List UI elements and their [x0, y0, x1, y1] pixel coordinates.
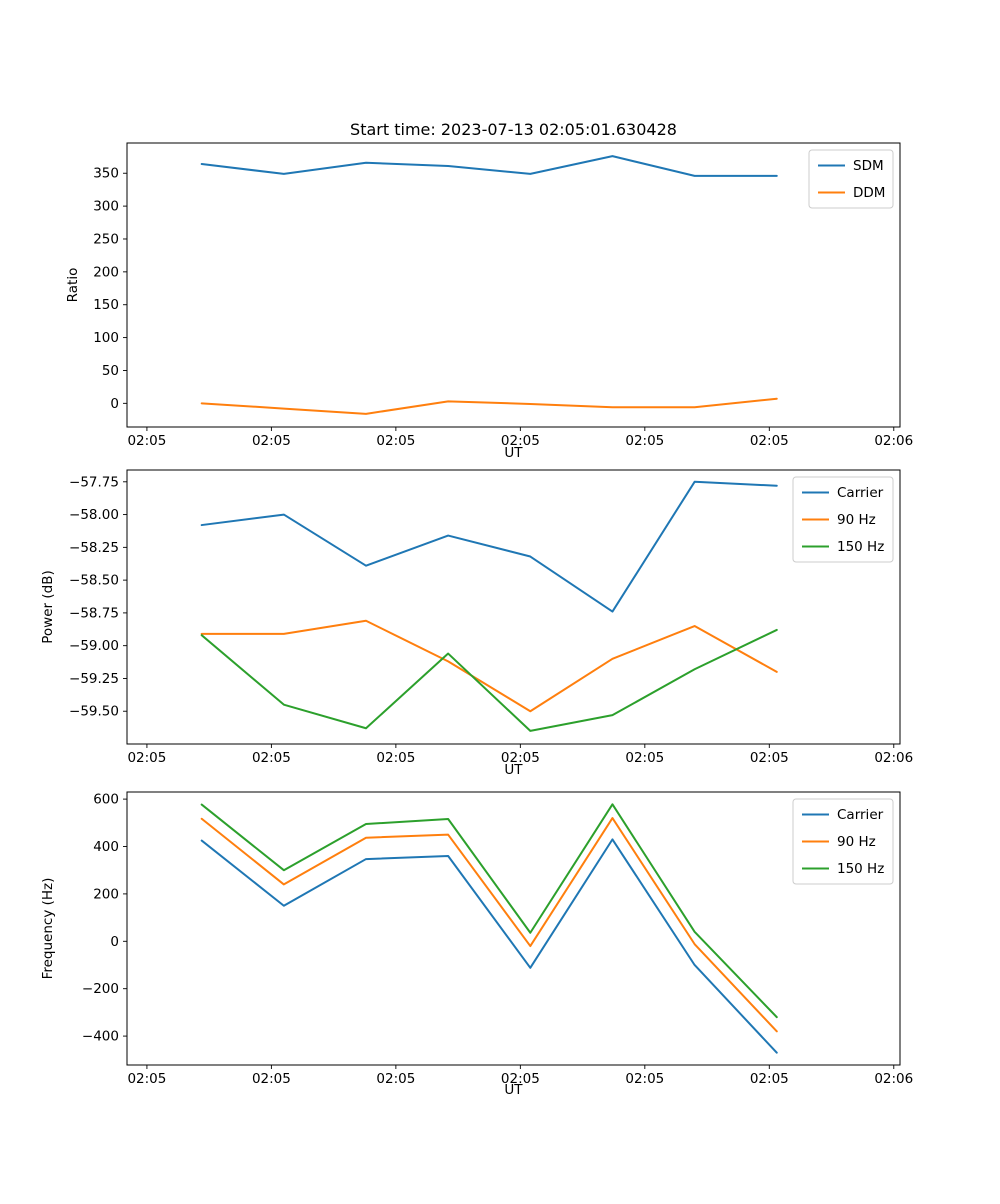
subplot-1: 02:05 02:05 02:05 02:05 02:05 02:05 02:06 0 50 10…	[93, 142, 913, 449]
series-line-90-hz	[200, 619, 778, 713]
x-tick-label: 02:06	[874, 433, 913, 449]
y-tick-label: 200	[93, 264, 119, 280]
x-tick-label: 02:05	[625, 433, 664, 449]
axes-frame	[126, 469, 901, 745]
x-tick-label: 02:05	[501, 433, 540, 449]
axes-frame	[126, 142, 901, 428]
legend: Carrier 90 Hz 150 Hz	[792, 798, 894, 885]
legend-label: Carrier	[837, 807, 884, 823]
y-tick-label: 350	[93, 166, 119, 182]
x-tick-label: 02:05	[750, 1071, 789, 1087]
y-tick-label: −58.00	[69, 507, 119, 523]
x-tick-label: 02:05	[127, 433, 166, 449]
y-tick-label: 250	[93, 231, 119, 247]
series-line-carrier	[200, 838, 778, 1054]
subplot-3: 02:05 02:05 02:05 02:05 02:05 02:05 02:06 −400 −…	[82, 791, 913, 1087]
legend-box	[792, 476, 894, 563]
legend-label: 90 Hz	[837, 512, 876, 528]
y-tick-label: 150	[93, 297, 119, 313]
y-tick-label: 200	[93, 886, 119, 902]
y-tick-label: 50	[102, 363, 119, 379]
y-tick-label: −58.25	[69, 540, 119, 556]
series-line-sdm	[200, 155, 778, 177]
y-tick-label: −58.50	[69, 573, 119, 589]
plot3-xlabel: UT	[504, 1082, 523, 1098]
y-tick-label: 100	[93, 330, 119, 346]
y-tick-label: 0	[110, 396, 119, 412]
series-line-150-hz	[200, 628, 778, 732]
y-tick-label: 300	[93, 199, 119, 215]
x-tick-label: 02:05	[625, 1071, 664, 1087]
x-tick-label: 02:05	[501, 1071, 540, 1087]
x-tick-label: 02:05	[750, 750, 789, 766]
plot2-ylabel: Power (dB)	[40, 570, 56, 643]
x-tick-label: 02:05	[252, 433, 291, 449]
y-tick-label: −59.00	[69, 638, 119, 654]
x-tick-label: 02:05	[127, 750, 166, 766]
y-tick-label: −59.25	[69, 671, 119, 687]
legend: Carrier 90 Hz 150 Hz	[792, 476, 894, 563]
x-tick-label: 02:05	[750, 433, 789, 449]
series-line-150-hz	[200, 803, 778, 1019]
plot1-xlabel: UT	[504, 445, 523, 461]
y-tick-label: −58.75	[69, 605, 119, 621]
legend-box	[792, 798, 894, 885]
x-tick-label: 02:05	[252, 750, 291, 766]
x-tick-label: 02:06	[874, 1071, 913, 1087]
x-tick-label: 02:05	[376, 433, 415, 449]
axes-frame	[126, 791, 901, 1066]
y-tick-label: 600	[93, 792, 119, 808]
y-tick-label: −57.75	[69, 474, 119, 490]
legend-label: SDM	[853, 158, 884, 174]
legend-label: 150 Hz	[837, 539, 884, 555]
y-tick-label: −200	[82, 981, 119, 997]
x-tick-label: 02:06	[874, 750, 913, 766]
series-line-carrier	[200, 480, 778, 613]
plot2-xlabel: UT	[504, 762, 523, 778]
plots-root: 02:05 02:05 02:05 02:05 02:05 02:05 02:06 0 50 10…	[69, 142, 913, 1087]
subplot-2: 02:05 02:05 02:05 02:05 02:05 02:05 02:06 −59.5…	[69, 469, 913, 766]
legend: SDM DDM	[808, 149, 894, 209]
legend-label: 150 Hz	[837, 861, 884, 877]
series-line-ddm	[200, 397, 778, 415]
x-tick-label: 02:05	[127, 1071, 166, 1087]
legend-label: 90 Hz	[837, 834, 876, 850]
y-tick-label: 400	[93, 839, 119, 855]
legend-label: Carrier	[837, 485, 884, 501]
x-tick-label: 02:05	[625, 750, 664, 766]
plot1-ylabel: Ratio	[65, 268, 81, 303]
x-tick-label: 02:05	[252, 1071, 291, 1087]
series-line-90-hz	[200, 817, 778, 1033]
x-tick-label: 02:05	[376, 1071, 415, 1087]
y-tick-label: −59.50	[69, 704, 119, 720]
x-tick-label: 02:05	[376, 750, 415, 766]
figure-title: Start time: 2023-07-13 02:05:01.630428	[350, 120, 677, 139]
plot3-ylabel: Frequency (Hz)	[40, 878, 56, 980]
y-tick-label: −400	[82, 1029, 119, 1045]
y-tick-label: 0	[110, 934, 119, 950]
x-tick-label: 02:05	[501, 750, 540, 766]
legend-label: DDM	[853, 185, 885, 201]
